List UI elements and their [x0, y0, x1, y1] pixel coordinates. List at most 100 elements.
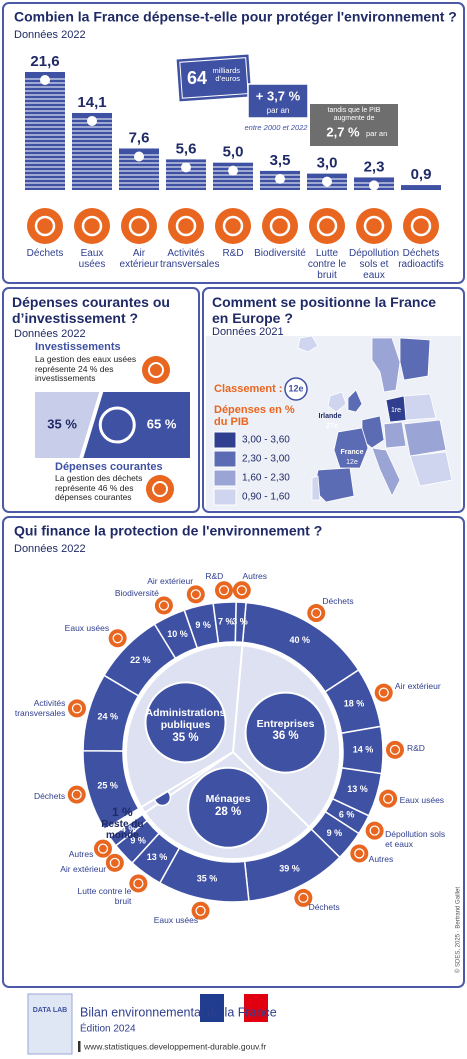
value-label: 13 % — [347, 784, 368, 794]
flag-white — [224, 994, 244, 1022]
value-label: 40 % — [290, 635, 311, 645]
annotation-text: entre 2000 et 2022 — [245, 123, 309, 132]
bar — [401, 185, 441, 190]
icon — [154, 596, 173, 615]
category-label: Activités transversales — [160, 248, 220, 271]
country — [403, 419, 447, 457]
section-frame — [2, 516, 465, 988]
sector-label: Entreprises 36 % — [244, 717, 328, 744]
category-label: Autres — [68, 848, 94, 859]
category-label: Autres — [368, 853, 394, 864]
country — [409, 451, 453, 487]
category-label: Déchets — [322, 595, 354, 606]
value-label: 21,6 — [30, 53, 59, 70]
icon-glyph — [128, 215, 150, 237]
logo-text: DATA LAB — [33, 1007, 67, 1014]
category-label: Dépollution sols et eaux — [385, 829, 446, 849]
value-label: 65 % — [147, 416, 177, 431]
icon — [168, 208, 204, 244]
category-label: Eaux usées — [399, 795, 445, 806]
category-label: Déchets — [26, 248, 64, 259]
icon — [374, 683, 393, 702]
value-label: 10 % — [167, 629, 188, 639]
icon — [294, 888, 313, 907]
value-label: 14 % — [353, 745, 374, 755]
category-label: Air extérieur — [60, 864, 107, 875]
value-label: 5,0 — [223, 144, 244, 161]
icon — [146, 475, 174, 503]
sector-label: Administrations publiques 35 % — [144, 708, 228, 744]
icon — [309, 208, 345, 244]
ring-segment — [234, 601, 247, 644]
icon-glyph — [410, 215, 432, 237]
category-label: Biodiversité — [254, 248, 306, 259]
category-label: Air extérieur — [119, 248, 159, 271]
sector-bubble — [144, 681, 227, 764]
icon — [365, 821, 384, 840]
chart-subtitle: Données 2022 — [14, 328, 86, 340]
sector-label: Ménages 28 % — [186, 793, 270, 819]
icon — [142, 356, 170, 384]
icon-glyph — [133, 878, 144, 889]
euro-badge — [228, 165, 238, 176]
category-label: Air extérieur — [394, 681, 441, 692]
value-label: 35 % — [197, 874, 218, 884]
euro-badge — [369, 180, 379, 191]
category-label: R&D — [406, 742, 425, 753]
map-label: Irlande — [319, 413, 342, 420]
value-label: 7 % — [218, 617, 234, 627]
country — [371, 337, 401, 393]
legend-label: 0,90 - 1,60 — [242, 492, 290, 503]
value-label: 4 % — [121, 824, 137, 834]
category-label: Déchets radioactifs — [398, 248, 444, 271]
value-label: 3,5 — [270, 152, 291, 169]
ranking-value: 12e — [288, 383, 303, 393]
chart-title: Qui finance la protection de l'environne… — [14, 523, 322, 539]
footer-url: www.statistiques.developpement-durable.g… — [83, 1041, 266, 1051]
legend-swatch — [213, 450, 237, 468]
value-label: 2,3 — [364, 158, 385, 175]
sector-name: Entreprises — [256, 717, 315, 730]
legend-label: 1,60 - 2,30 — [242, 473, 290, 484]
icon-glyph — [298, 892, 309, 904]
category-label: Eaux usées — [64, 622, 110, 633]
country — [297, 335, 319, 353]
flag-blue — [200, 994, 224, 1022]
icon-glyph — [369, 825, 380, 836]
icon — [385, 740, 404, 759]
icon-glyph — [158, 600, 170, 611]
footer-edition: Édition 2024 — [80, 1022, 136, 1035]
chart-subtitle: Données 2022 — [14, 29, 86, 41]
split-part — [35, 392, 100, 458]
value-label: 22 % — [130, 655, 151, 665]
country — [399, 337, 431, 381]
value-label: 9 % — [130, 835, 146, 845]
credit: © SDES, 2025 · Bertrand Gaillet — [455, 887, 462, 973]
icon-glyph — [218, 585, 230, 596]
sector-value: 1 % — [112, 804, 133, 819]
category-label: Dépenses courantes — [55, 461, 163, 473]
sector-name: Administrations publiques — [145, 707, 226, 732]
icon-glyph — [195, 905, 206, 916]
icon-glyph — [34, 215, 56, 237]
sector-label: 1 % Reste du monde — [92, 804, 152, 842]
category-label: Autres — [242, 571, 268, 582]
icon — [121, 208, 157, 244]
value-label: 5,6 — [176, 140, 197, 157]
euro-badge — [98, 406, 136, 444]
chart-subtitle: Données 2022 — [14, 543, 86, 555]
category-label: R&D — [222, 248, 244, 259]
icon-glyph — [97, 843, 109, 854]
value-label: 3,0 — [317, 155, 338, 172]
icon — [262, 208, 298, 244]
value-label: 35 % — [47, 416, 77, 431]
icon — [350, 844, 369, 863]
icon-glyph — [236, 585, 247, 596]
icon — [186, 585, 205, 604]
category-label: Eaux usées — [78, 248, 106, 271]
value-label: 24 % — [98, 711, 119, 721]
icon-glyph — [316, 215, 338, 237]
map-title: Comment se positionne la France en Europ… — [212, 294, 437, 326]
